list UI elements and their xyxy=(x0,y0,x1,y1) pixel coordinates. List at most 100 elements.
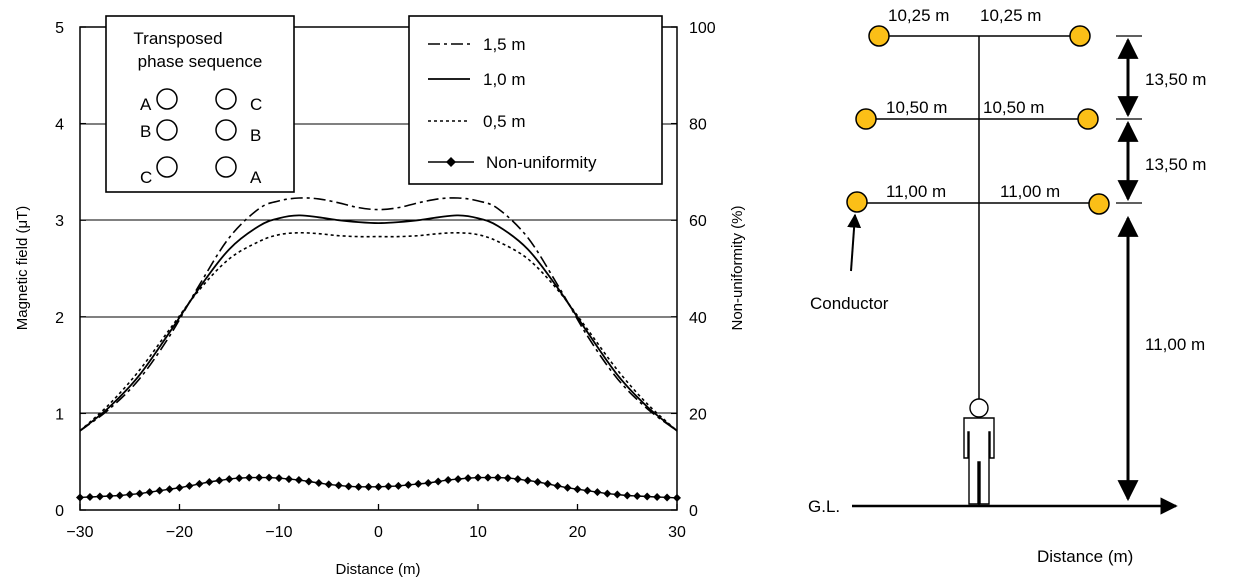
y2-tick-label: 80 xyxy=(689,117,707,134)
non-uniformity-point xyxy=(115,491,124,500)
non-uniformity-point xyxy=(364,482,373,491)
non-uniformity-point xyxy=(533,477,542,486)
non-uniformity-point xyxy=(414,479,423,488)
non-uniformity-point xyxy=(633,491,642,500)
x-tick-label: 10 xyxy=(469,524,487,541)
non-uniformity-point xyxy=(653,492,662,501)
x-tick-label: 0 xyxy=(374,524,383,541)
inset-title-line2: phase sequence xyxy=(138,52,263,71)
non-uniformity-point xyxy=(593,488,602,497)
non-uniformity-point xyxy=(235,474,244,483)
phase-circle-right-3 xyxy=(215,156,237,178)
non-uniformity-point xyxy=(623,491,632,500)
legend-label-1-0m: 1,0 m xyxy=(483,70,526,89)
tower-diagram: 10,25 m 10,25 m 10,50 m 10,50 m 11,00 m … xyxy=(808,6,1206,566)
dim-label-upper: 13,50 m xyxy=(1145,70,1206,89)
conductors xyxy=(846,25,1110,215)
non-uniformity-point xyxy=(255,473,264,482)
y-tick-label: 3 xyxy=(55,213,64,230)
non-uniformity-point xyxy=(344,482,353,491)
conductor-bottom-right xyxy=(1088,193,1110,215)
non-uniformity-point xyxy=(245,473,254,482)
non-uniformity-point xyxy=(503,474,512,483)
y-tick-label: 4 xyxy=(55,117,64,134)
phase-inset-box xyxy=(105,15,295,193)
non-uniformity-point xyxy=(464,474,473,483)
non-uniformity-point xyxy=(374,482,383,491)
phase-circle-right-1 xyxy=(215,88,237,110)
non-uniformity-point xyxy=(165,485,174,494)
non-uniformity-point xyxy=(404,480,413,489)
phase-label-left-2: B xyxy=(140,122,151,141)
non-uniformity-point xyxy=(474,473,482,482)
y-tick-label: 0 xyxy=(55,503,64,520)
conductor-top-left xyxy=(868,25,890,47)
non-uniformity-point xyxy=(145,488,154,497)
non-uniformity-point xyxy=(334,481,343,490)
arm-label-mid-right: 10,50 m xyxy=(983,98,1044,117)
phase-sequence-inset: Transposed phase sequence A B C C B A xyxy=(105,15,295,193)
conductor-bottom-left xyxy=(846,191,868,213)
legend: 1,5 m 1,0 m 0,5 m Non-uniformity xyxy=(408,15,663,185)
phase-label-left-1: A xyxy=(140,95,152,114)
conductor-top-right xyxy=(1069,25,1091,47)
arm-label-top-right: 10,25 m xyxy=(980,6,1041,25)
x-tick-label: 20 xyxy=(569,524,587,541)
legend-label-1-5m: 1,5 m xyxy=(483,35,526,54)
non-uniformity-point xyxy=(275,474,283,483)
non-uniformity-point xyxy=(573,485,582,494)
non-uniformity-point xyxy=(205,477,214,486)
non-uniformity-point xyxy=(324,480,333,489)
non-uniformity-point xyxy=(434,477,443,486)
x-tick-label: −20 xyxy=(166,524,193,541)
arm-label-bot-right: 11,00 m xyxy=(1000,182,1060,201)
non-uniformity-point xyxy=(543,479,552,488)
non-uniformity-point xyxy=(444,476,453,485)
non-uniformity-point xyxy=(105,491,114,500)
ground-label: G.L. xyxy=(808,497,840,516)
non-uniformity-point xyxy=(85,492,94,501)
x-tick-label: −30 xyxy=(66,524,93,541)
conductor-middle-right xyxy=(1077,108,1099,130)
phase-circle-left-1 xyxy=(156,88,178,110)
non-uniformity-point xyxy=(483,473,492,482)
phase-circle-left-3 xyxy=(156,156,178,178)
non-uniformity-point xyxy=(195,479,204,488)
series-line-1 xyxy=(79,214,678,432)
arm-label-bot-left: 11,00 m xyxy=(886,182,946,201)
dim-label-lower: 13,50 m xyxy=(1145,155,1206,174)
conductor-label: Conductor xyxy=(810,294,889,313)
x-tick-label: −10 xyxy=(265,524,292,541)
y-tick-label: 5 xyxy=(55,20,64,37)
non-uniformity-point xyxy=(663,493,672,502)
phase-circle-right-2 xyxy=(215,119,237,141)
non-uniformity-point xyxy=(265,473,274,482)
non-uniformity-point xyxy=(493,473,502,482)
non-uniformity-point xyxy=(215,476,224,485)
non-uniformity-point xyxy=(583,486,592,495)
x-tick-label: 30 xyxy=(668,524,686,541)
non-uniformity-point xyxy=(643,492,652,501)
person-icon xyxy=(963,398,995,505)
y-tick-label: 1 xyxy=(55,406,64,423)
phase-label-left-3: C xyxy=(140,168,152,187)
y2-tick-label: 0 xyxy=(689,503,698,520)
non-uniformity-point xyxy=(513,475,522,484)
non-uniformity-point xyxy=(294,476,303,485)
non-uniformity-point xyxy=(155,486,164,495)
series-line-0 xyxy=(79,197,678,432)
non-uniformity-point xyxy=(95,492,104,501)
non-uniformity-point xyxy=(424,478,433,487)
y2-tick-label: 60 xyxy=(689,213,707,230)
non-uniformity-point xyxy=(354,482,363,491)
non-uniformity-point xyxy=(314,478,323,487)
legend-label-0-5m: 0,5 m xyxy=(483,112,526,131)
conductor-pointer-arrow xyxy=(847,213,862,272)
series-line-2 xyxy=(79,231,678,432)
x-axis-label: Distance (m) xyxy=(335,561,420,578)
non-uniformity-point xyxy=(284,475,293,484)
phase-label-right-1: C xyxy=(250,95,262,114)
